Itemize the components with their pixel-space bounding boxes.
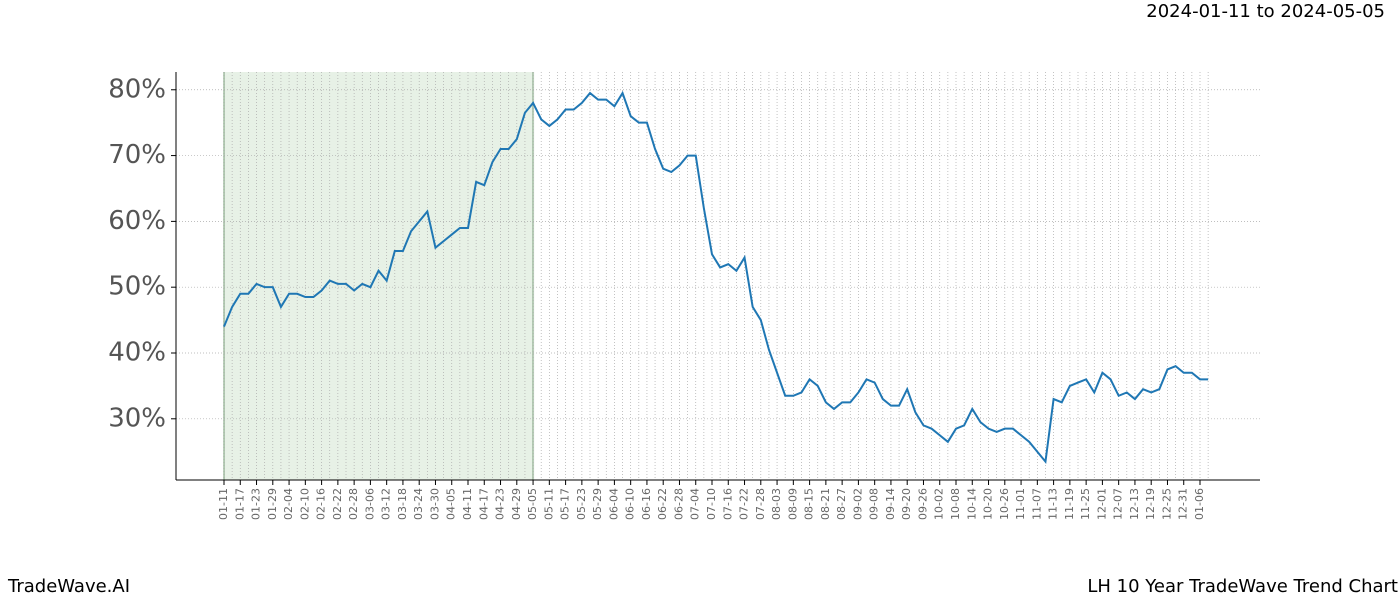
- x-tick-label: 07-16: [721, 488, 734, 520]
- x-tick-label: 05-29: [591, 488, 604, 520]
- x-tick-label: 12-13: [1128, 488, 1141, 520]
- x-tick-label: 04-23: [494, 488, 507, 520]
- x-tick-label: 01-23: [250, 488, 263, 520]
- x-tick-label: 05-11: [542, 488, 555, 520]
- x-tick-label: 05-23: [575, 488, 588, 520]
- x-tick-label: 06-04: [607, 488, 620, 520]
- y-tick-label: 40%: [108, 337, 166, 367]
- x-tick-label: 06-16: [640, 488, 653, 520]
- x-tick-label: 12-01: [1095, 488, 1108, 520]
- x-tick-label: 11-01: [1014, 488, 1027, 520]
- x-tick-label: 09-02: [851, 488, 864, 520]
- y-tick-label: 70%: [108, 140, 166, 170]
- x-tick-label: 04-17: [477, 488, 490, 520]
- x-tick-label: 09-08: [868, 488, 881, 520]
- x-tick-label: 08-27: [835, 488, 848, 520]
- x-tick-label: 01-11: [217, 488, 230, 520]
- x-tick-label: 11-07: [1030, 488, 1043, 520]
- y-tick-label: 50%: [108, 272, 166, 302]
- x-tick-label: 12-31: [1177, 488, 1190, 520]
- x-tick-label: 04-11: [461, 488, 474, 520]
- x-tick-label: 11-25: [1079, 488, 1092, 520]
- brand: TradeWave.AI: [7, 576, 130, 597]
- x-tick-label: 04-29: [510, 488, 523, 520]
- x-tick-label: 05-17: [559, 488, 572, 520]
- x-tick-label: 07-28: [754, 488, 767, 520]
- x-tick-label: 02-04: [282, 488, 295, 520]
- x-tick-label: 11-13: [1047, 488, 1060, 520]
- x-tick-label: 03-06: [363, 488, 376, 520]
- x-tick-label: 12-25: [1160, 488, 1173, 520]
- x-tick-label: 06-28: [672, 488, 685, 520]
- x-tick-label: 02-10: [298, 488, 311, 520]
- y-tick-label: 80%: [108, 74, 166, 104]
- x-tick-label: 11-19: [1063, 488, 1076, 520]
- x-tick-label: 07-10: [705, 488, 718, 520]
- x-tick-label: 02-28: [347, 488, 360, 520]
- x-tick-label: 07-04: [689, 488, 702, 520]
- x-tick-label: 10-14: [965, 488, 978, 520]
- x-tick-label: 06-10: [624, 488, 637, 520]
- x-tick-label: 08-09: [786, 488, 799, 520]
- x-tick-label: 08-03: [770, 488, 783, 520]
- x-tick-label: 02-22: [331, 488, 344, 520]
- x-tick-label: 02-16: [315, 488, 328, 520]
- x-tick-label: 05-05: [526, 488, 539, 520]
- x-tick-label: 06-22: [656, 488, 669, 520]
- chart-subtitle: 2024-01-11 to 2024-05-05: [1146, 1, 1385, 22]
- x-tick-label: 10-26: [998, 488, 1011, 520]
- x-tick-label: 09-14: [884, 488, 897, 520]
- x-tick-label: 10-08: [949, 488, 962, 520]
- x-tick-label: 10-02: [933, 488, 946, 520]
- x-tick-label: 03-30: [428, 488, 441, 520]
- x-tick-label: 01-29: [266, 488, 279, 520]
- x-tick-label: 01-06: [1193, 488, 1206, 520]
- x-tick-label: 01-17: [233, 488, 246, 520]
- x-tick-label: 09-26: [916, 488, 929, 520]
- x-tick-label: 03-18: [396, 488, 409, 520]
- x-tick-label: 12-19: [1144, 488, 1157, 520]
- y-tick-label: 30%: [108, 403, 166, 433]
- x-tick-label: 03-12: [380, 488, 393, 520]
- x-tick-label: 08-21: [819, 488, 832, 520]
- x-tick-label: 08-15: [803, 488, 816, 520]
- data-line: [223, 90, 1209, 464]
- x-tick-label: 09-20: [900, 488, 913, 520]
- x-tick-label: 04-05: [445, 488, 458, 520]
- x-tick-label: 12-07: [1112, 488, 1125, 520]
- chart-title: LH 10 Year TradeWave Trend Chart: [1087, 576, 1398, 597]
- x-tick-label: 07-22: [738, 488, 751, 520]
- y-tick-label: 60%: [108, 206, 166, 236]
- x-tick-label: 10-20: [982, 488, 995, 520]
- x-tick-label: 03-24: [412, 488, 425, 520]
